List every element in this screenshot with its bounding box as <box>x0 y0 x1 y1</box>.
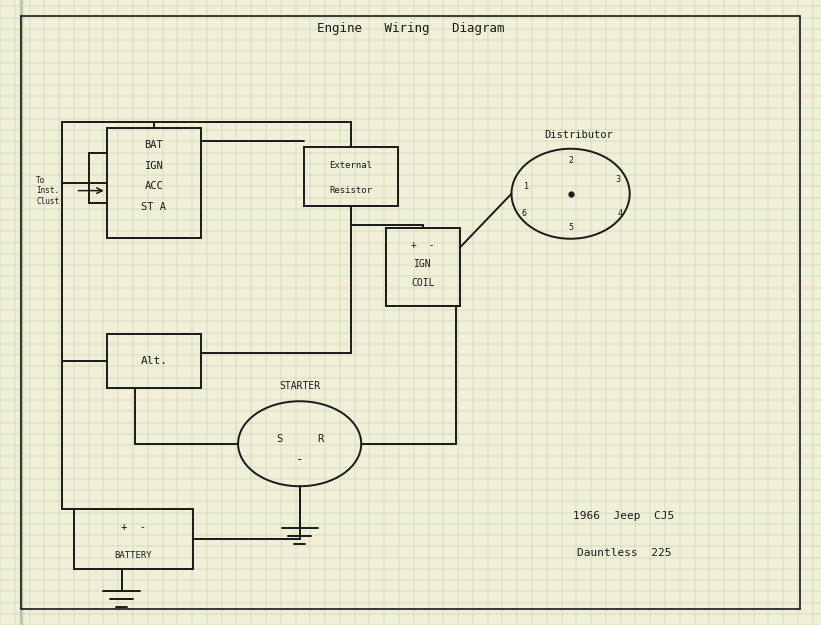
Text: ACC: ACC <box>144 181 163 191</box>
Text: 6: 6 <box>521 209 526 218</box>
Text: External: External <box>329 161 373 170</box>
Text: Resistor: Resistor <box>329 186 373 195</box>
Bar <box>107 128 201 238</box>
Text: To
Inst.
Clust.: To Inst. Clust. <box>36 176 64 206</box>
Text: Dauntless  225: Dauntless 225 <box>576 548 672 558</box>
Text: +  -: + - <box>121 522 146 532</box>
Text: 1: 1 <box>524 182 529 191</box>
Text: Alt.: Alt. <box>140 356 167 366</box>
Text: ST A: ST A <box>141 202 167 212</box>
Text: +  -: + - <box>411 240 434 250</box>
Bar <box>304 147 398 206</box>
Text: 5: 5 <box>568 223 573 232</box>
Text: IGN: IGN <box>414 259 432 269</box>
Text: 1966  Jeep  CJ5: 1966 Jeep CJ5 <box>573 511 675 521</box>
Text: 4: 4 <box>617 209 622 218</box>
Text: 2: 2 <box>568 156 573 164</box>
Text: Distributor: Distributor <box>544 130 613 140</box>
Bar <box>107 334 201 388</box>
Text: STARTER: STARTER <box>279 381 320 391</box>
Text: R: R <box>317 434 323 444</box>
Text: -: - <box>296 453 304 466</box>
Bar <box>74 509 193 569</box>
Text: BAT: BAT <box>144 140 163 150</box>
Text: Engine   Wiring   Diagram: Engine Wiring Diagram <box>317 22 504 34</box>
Text: COIL: COIL <box>411 278 434 288</box>
Text: 3: 3 <box>615 176 620 184</box>
Text: IGN: IGN <box>144 161 163 171</box>
Text: BATTERY: BATTERY <box>115 551 152 559</box>
Bar <box>386 228 460 306</box>
Text: S: S <box>276 434 282 444</box>
